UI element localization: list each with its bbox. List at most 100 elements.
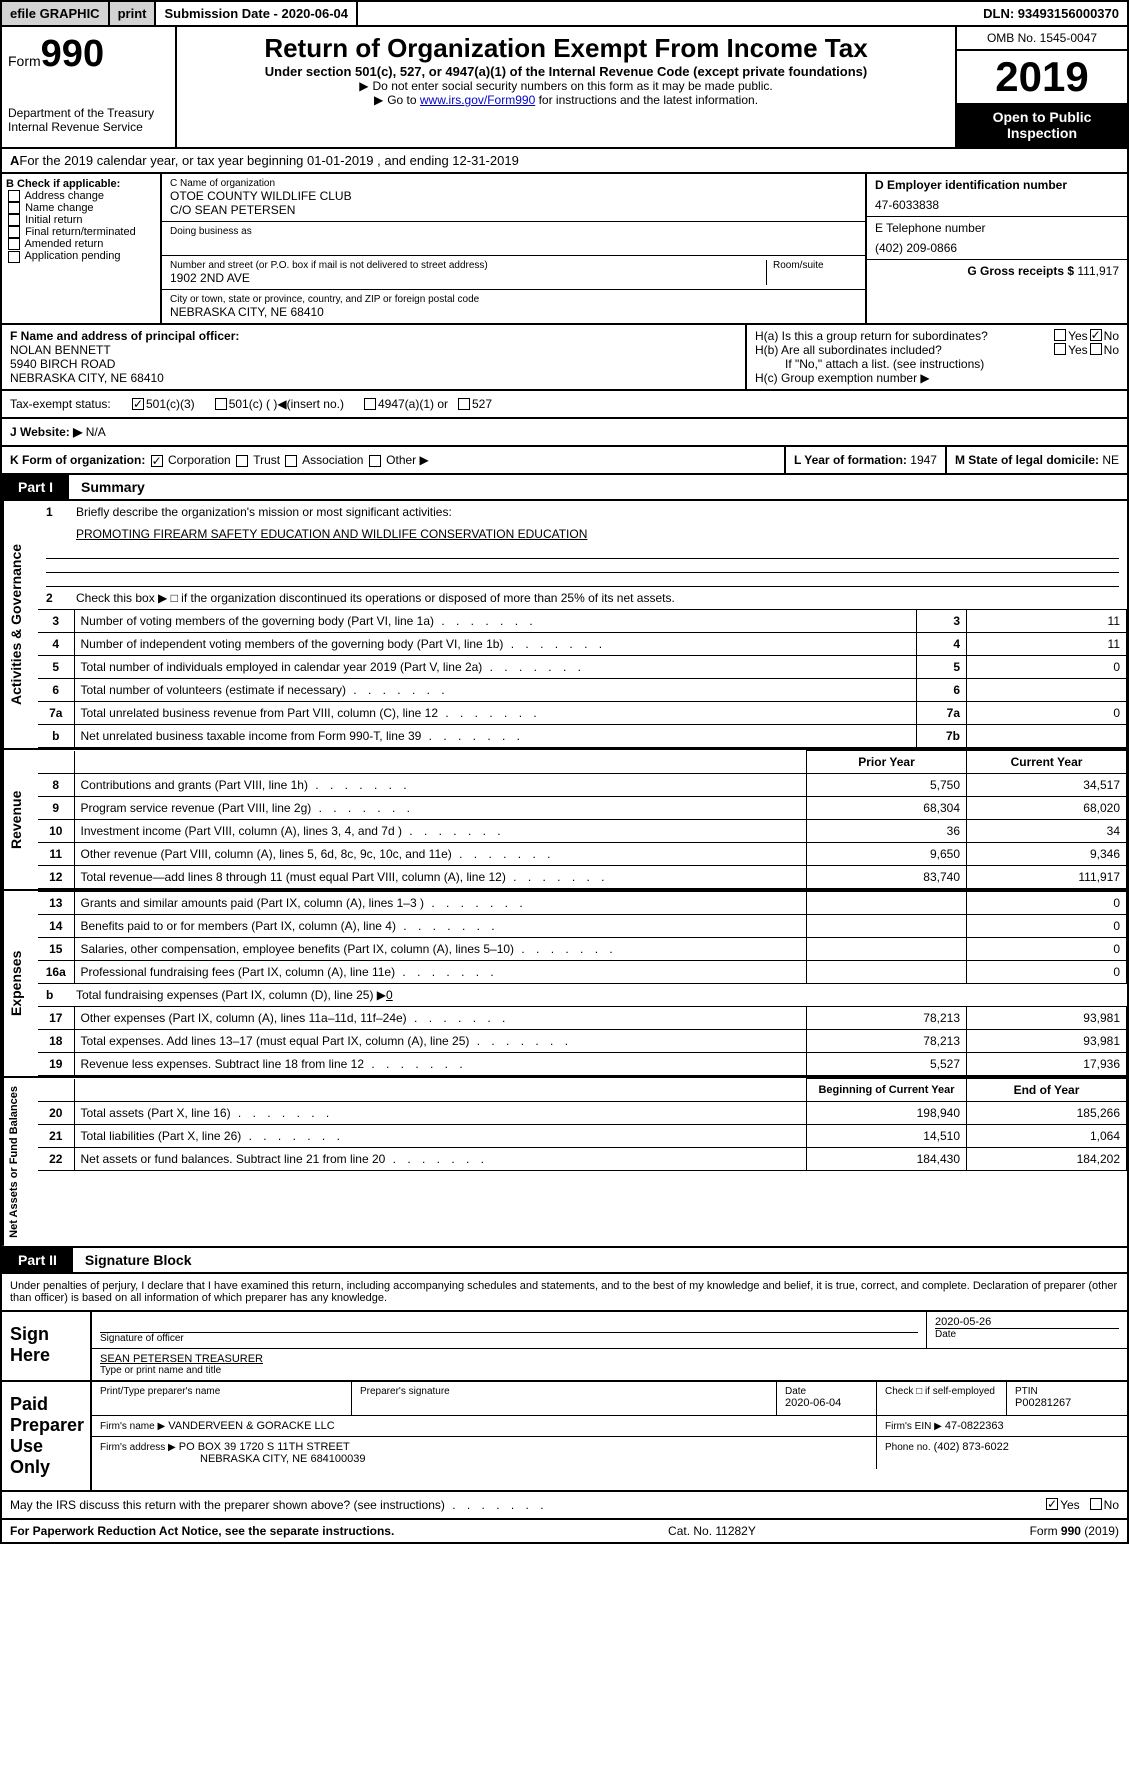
form-header: Form990 Department of the Treasury Inter…	[0, 27, 1129, 149]
dln: DLN: 93493156000370	[975, 2, 1127, 25]
table-row: 9Program service revenue (Part VIII, lin…	[38, 797, 1127, 820]
col-d: D Employer identification number 47-6033…	[867, 174, 1127, 323]
table-row: 12Total revenue—add lines 8 through 11 (…	[38, 866, 1127, 889]
omb-number: OMB No. 1545-0047	[957, 27, 1127, 51]
col-f: F Name and address of principal officer:…	[2, 325, 747, 389]
table-row: 16aProfessional fundraising fees (Part I…	[38, 961, 1127, 984]
form-title: Return of Organization Exempt From Incom…	[183, 33, 949, 64]
ssn-warning: Do not enter social security numbers on …	[183, 79, 949, 93]
ein-label: D Employer identification number	[875, 178, 1119, 192]
net-assets-label: Net Assets or Fund Balances	[2, 1078, 38, 1246]
top-bar: efile GRAPHIC print Submission Date - 20…	[0, 0, 1129, 27]
table-row: 14Benefits paid to or for members (Part …	[38, 915, 1127, 938]
ptin: P00281267	[1015, 1397, 1119, 1409]
tax-year: 2019	[957, 51, 1127, 103]
table-row: 7aTotal unrelated business revenue from …	[38, 702, 1127, 725]
dept-treasury: Department of the Treasury	[8, 106, 169, 120]
table-row: 3Number of voting members of the governi…	[38, 610, 1127, 633]
table-row: 20Total assets (Part X, line 16)198,9401…	[38, 1102, 1127, 1125]
irs-label: Internal Revenue Service	[8, 120, 169, 134]
table-row: 4Number of independent voting members of…	[38, 633, 1127, 656]
firm-name: VANDERVEEN & GORACKE LLC	[168, 1420, 334, 1432]
table-row: 15Salaries, other compensation, employee…	[38, 938, 1127, 961]
summary-revenue: Revenue Prior YearCurrent Year 8Contribu…	[0, 750, 1129, 891]
row-fh: F Name and address of principal officer:…	[0, 325, 1129, 391]
tax-status-row: Tax-exempt status: 501(c)(3) 501(c) ( ) …	[0, 391, 1129, 419]
room-label: Room/suite	[773, 260, 857, 271]
may-irs-row: May the IRS discuss this return with the…	[0, 1492, 1129, 1520]
revenue-label: Revenue	[2, 750, 38, 889]
table-row: 21Total liabilities (Part X, line 26)14,…	[38, 1125, 1127, 1148]
city-label: City or town, state or province, country…	[170, 294, 857, 305]
k-row: K Form of organization: Corporation Trus…	[0, 447, 1129, 475]
irs-link[interactable]: www.irs.gov/Form990	[420, 93, 535, 107]
firm-ein: 47-0822363	[945, 1420, 1004, 1432]
form-label: Form	[8, 53, 41, 69]
org-name-label: C Name of organization	[170, 178, 857, 189]
firm-addr1: PO BOX 39 1720 S 11TH STREET	[179, 1441, 350, 1453]
addr-label: Number and street (or P.O. box if mail i…	[170, 260, 766, 271]
org-co: C/O SEAN PETERSEN	[170, 203, 857, 217]
net-assets-table: Beginning of Current YearEnd of Year 20T…	[38, 1078, 1127, 1171]
efile-button[interactable]: efile GRAPHIC	[2, 2, 110, 25]
table-row: 13Grants and similar amounts paid (Part …	[38, 892, 1127, 915]
year-formation: 1947	[910, 453, 937, 467]
col-h: H(a) Is this a group return for subordin…	[747, 325, 1127, 389]
firm-phone: (402) 873-6022	[934, 1441, 1009, 1453]
part2-title: Signature Block	[73, 1248, 204, 1272]
ein: 47-6033838	[875, 198, 1119, 212]
table-row: 8Contributions and grants (Part VIII, li…	[38, 774, 1127, 797]
website-row: J Website: ▶ N/A	[0, 419, 1129, 447]
tel-label: E Telephone number	[875, 221, 1119, 235]
expenses-label: Expenses	[2, 891, 38, 1076]
summary-governance: Activities & Governance 1Briefly describ…	[0, 501, 1129, 750]
table-row: 10Investment income (Part VIII, column (…	[38, 820, 1127, 843]
submission-date: Submission Date - 2020-06-04	[156, 2, 358, 25]
gov-label: Activities & Governance	[2, 501, 38, 748]
section-bcd: B Check if applicable: Address change Na…	[0, 174, 1129, 325]
officer-name: NOLAN BENNETT	[10, 343, 737, 357]
table-row: 5Total number of individuals employed in…	[38, 656, 1127, 679]
table-row: 17Other expenses (Part IX, column (A), l…	[38, 1007, 1127, 1030]
officer-name-title: SEAN PETERSEN TREASURER	[100, 1353, 1119, 1365]
col-b: B Check if applicable: Address change Na…	[2, 174, 162, 323]
cat-no: Cat. No. 11282Y	[668, 1524, 756, 1538]
table-row: bNet unrelated business taxable income f…	[38, 725, 1127, 748]
form-number: 990	[41, 33, 104, 75]
instructions-link-row: Go to www.irs.gov/Form990 for instructio…	[183, 93, 949, 107]
gross-label: G Gross receipts $	[967, 264, 1077, 278]
street-address: 1902 2ND AVE	[170, 271, 766, 285]
open-public: Open to Public Inspection	[957, 103, 1127, 147]
telephone: (402) 209-0866	[875, 241, 1119, 255]
sign-here-label: Sign Here	[2, 1312, 92, 1380]
form-subtitle: Under section 501(c), 527, or 4947(a)(1)…	[183, 64, 949, 79]
table-row: 19Revenue less expenses. Subtract line 1…	[38, 1053, 1127, 1076]
mission: PROMOTING FIREARM SAFETY EDUCATION AND W…	[76, 527, 1119, 541]
form-footer: Form 990 (2019)	[1030, 1524, 1119, 1538]
paid-preparer-label: Paid Preparer Use Only	[2, 1382, 92, 1490]
col-c: C Name of organization OTOE COUNTY WILDL…	[162, 174, 867, 323]
gross-receipts: 111,917	[1077, 264, 1119, 278]
dba-label: Doing business as	[170, 226, 857, 237]
revenue-table: Prior YearCurrent Year 8Contributions an…	[38, 750, 1127, 889]
footer: For Paperwork Reduction Act Notice, see …	[0, 1520, 1129, 1544]
print-button[interactable]: print	[110, 2, 157, 25]
website-value: N/A	[86, 425, 106, 439]
sig-date: 2020-05-26	[935, 1316, 1119, 1328]
table-row: 6Total number of volunteers (estimate if…	[38, 679, 1127, 702]
perjury-text: Under penalties of perjury, I declare th…	[0, 1274, 1129, 1312]
gov-table: 3Number of voting members of the governi…	[38, 609, 1127, 748]
city-state-zip: NEBRASKA CITY, NE 68410	[170, 305, 857, 319]
part2-header: Part II	[2, 1248, 73, 1272]
prep-date: 2020-06-04	[785, 1397, 868, 1409]
officer-addr2: NEBRASKA CITY, NE 68410	[10, 371, 737, 385]
officer-addr1: 5940 BIRCH ROAD	[10, 357, 737, 371]
summary-expenses: Expenses 13Grants and similar amounts pa…	[0, 891, 1129, 1078]
state-domicile: NE	[1102, 453, 1119, 467]
table-row: 11Other revenue (Part VIII, column (A), …	[38, 843, 1127, 866]
part1-title: Summary	[69, 475, 157, 499]
expenses-table: 13Grants and similar amounts paid (Part …	[38, 891, 1127, 984]
org-name: OTOE COUNTY WILDLIFE CLUB	[170, 189, 857, 203]
paperwork-notice: For Paperwork Reduction Act Notice, see …	[10, 1524, 394, 1538]
sign-here-block: Sign Here Signature of officer 2020-05-2…	[0, 1312, 1129, 1382]
